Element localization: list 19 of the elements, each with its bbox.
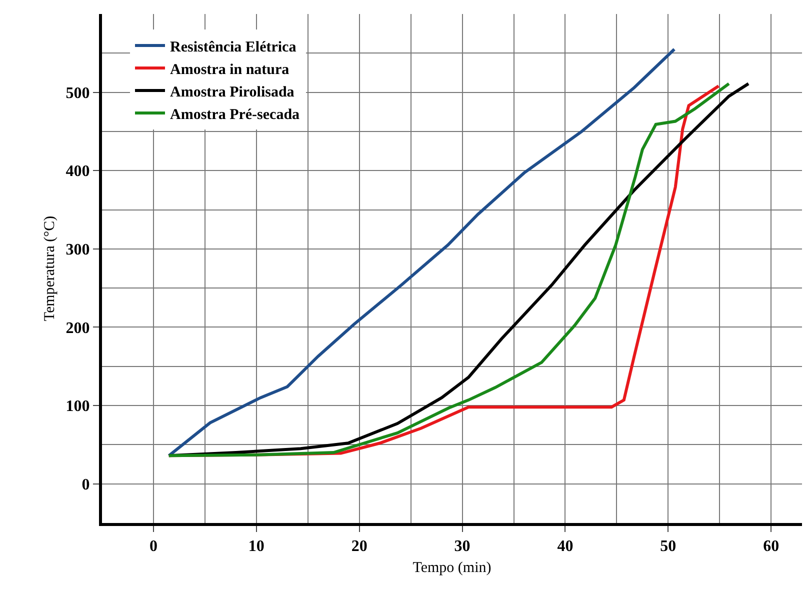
legend-label: Amostra Pirolisada	[170, 84, 295, 100]
y-axis-title: Temperatura (°C)	[42, 216, 58, 322]
x-tick-label: 40	[557, 538, 574, 556]
x-tick-label: 20	[351, 538, 368, 556]
x-tick-label: 50	[660, 538, 676, 556]
y-tick-label: 500	[66, 84, 90, 102]
x-tick-label: 10	[248, 538, 264, 556]
y-tick-label: 200	[66, 320, 90, 337]
y-tick-label: 0	[82, 476, 90, 494]
x-tick-label: 30	[454, 538, 470, 556]
y-tick-label: 400	[66, 163, 90, 180]
x-tick-label: 0	[149, 538, 158, 556]
y-tick-label: 100	[66, 398, 90, 416]
legend-label: Resistência Elétrica	[170, 39, 297, 56]
y-tick-label: 300	[66, 242, 90, 259]
x-axis-title: Tempo (min)	[412, 560, 492, 576]
legend-label: Amostra Pré-secada	[170, 106, 300, 123]
legend-label: Amostra in natura	[170, 62, 290, 78]
x-tick-label: 60	[763, 538, 780, 556]
